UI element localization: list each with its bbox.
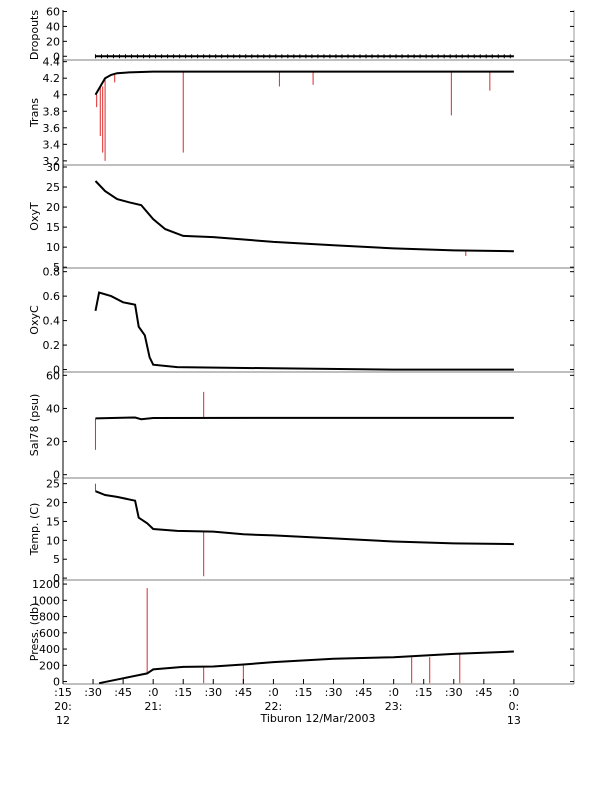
y-tick-label: 40 bbox=[46, 402, 60, 415]
y-axis-title: OxyT bbox=[28, 202, 41, 231]
x-tick-label: 13 bbox=[507, 714, 521, 727]
x-tick-label: 23: bbox=[385, 700, 403, 713]
y-tick-label: 20 bbox=[46, 436, 60, 449]
panel-7: 0 200 400 600 800 1000 1200 Press. (db) bbox=[28, 578, 575, 689]
y-axis-title: Press. (db) bbox=[28, 603, 41, 662]
y-axis-title: OxyC bbox=[28, 305, 41, 335]
y-tick-label: 40 bbox=[46, 20, 60, 33]
y-tick-label: 3.8 bbox=[43, 105, 61, 118]
panel-4: 0 0.2 0.4 0.6 0.8 OxyC bbox=[28, 266, 575, 377]
y-tick-label: 1200 bbox=[32, 578, 60, 591]
panel-3: 5 10 15 20 25 30 OxyT bbox=[28, 161, 575, 274]
y-tick-label: 60 bbox=[46, 5, 60, 18]
y-tick-label: 4.2 bbox=[43, 72, 61, 85]
y-tick-label: 5 bbox=[53, 553, 60, 566]
x-tick-label: :30 bbox=[84, 686, 102, 699]
series-line bbox=[94, 70, 514, 96]
y-tick-label: 0.8 bbox=[43, 266, 61, 279]
y-tick-label: 200 bbox=[39, 659, 60, 672]
y-tick-label: 1000 bbox=[32, 594, 60, 607]
y-tick-label: 0 bbox=[53, 676, 60, 689]
y-tick-label: 0 bbox=[53, 50, 60, 63]
y-tick-label: 3.2 bbox=[43, 155, 61, 168]
x-tick-label: :30 bbox=[204, 686, 222, 699]
y-tick-label: 0.2 bbox=[43, 339, 61, 352]
y-tick-label: 30 bbox=[46, 161, 60, 174]
x-tick-label: :0 bbox=[148, 686, 159, 699]
y-tick-label: 60 bbox=[46, 369, 60, 382]
x-tick-label: :15 bbox=[295, 686, 313, 699]
x-tick-label: :45 bbox=[114, 686, 132, 699]
series-line bbox=[94, 291, 514, 371]
x-tick-label: 0: bbox=[509, 700, 520, 713]
y-tick-label: 0 bbox=[53, 469, 60, 482]
y-tick-label: 3.6 bbox=[43, 122, 61, 135]
y-tick-label: 10 bbox=[46, 534, 60, 547]
y-tick-label: 0.4 bbox=[43, 315, 61, 328]
y-tick-label: 0 bbox=[53, 364, 60, 377]
series-line bbox=[94, 180, 514, 253]
x-tick-label: :15 bbox=[415, 686, 433, 699]
x-tick-label: :45 bbox=[355, 686, 373, 699]
y-axis-title: Sal78 (psu) bbox=[28, 394, 41, 457]
y-tick-label: 4.4 bbox=[43, 56, 61, 69]
series-line bbox=[95, 490, 514, 546]
y-tick-label: 20 bbox=[46, 201, 60, 214]
panels: 0 20 40 60 Dropouts 3.2 3.4 3.6 3.8 4 4.2 4.4 Trans 5… bbox=[28, 5, 575, 689]
y-tick-label: 20 bbox=[46, 35, 60, 48]
footer-caption: Tiburon 12/Mar/2003 bbox=[259, 712, 375, 725]
y-tick-label: 15 bbox=[46, 221, 60, 234]
x-tick-label: 22: bbox=[265, 700, 283, 713]
panel-1: 0 20 40 60 Dropouts bbox=[28, 5, 575, 63]
panel-5: 0 20 40 60 Sal78 (psu) bbox=[28, 369, 575, 482]
x-tick-label: 20: bbox=[54, 700, 72, 713]
y-tick-label: 4 bbox=[53, 89, 60, 102]
y-tick-label: 25 bbox=[46, 478, 60, 491]
y-tick-label: 800 bbox=[39, 611, 60, 624]
x-tick-label: :0 bbox=[509, 686, 520, 699]
x-tick-label: :0 bbox=[388, 686, 399, 699]
x-tick-label: :15 bbox=[54, 686, 72, 699]
y-axis-title: Dropouts bbox=[28, 10, 41, 60]
panel-2: 3.2 3.4 3.6 3.8 4 4.2 4.4 Trans bbox=[28, 56, 575, 168]
y-axis-title: Trans bbox=[28, 98, 41, 128]
x-tick-label: :30 bbox=[445, 686, 463, 699]
x-tick-label: 21: bbox=[144, 700, 162, 713]
panel-6: 0 5 10 15 20 25 Temp. (C) bbox=[28, 478, 575, 585]
time-axis: :1520:12:30:45:021::15:30:45:022::15:30:… bbox=[54, 679, 521, 727]
series-line bbox=[98, 650, 514, 685]
y-tick-label: 0.6 bbox=[43, 290, 61, 303]
y-tick-label: 25 bbox=[46, 181, 60, 194]
series-line bbox=[95, 416, 514, 421]
y-tick-label: 15 bbox=[46, 515, 60, 528]
y-tick-label: 400 bbox=[39, 643, 60, 656]
x-tick-label: 12 bbox=[56, 714, 70, 727]
y-tick-label: 0 bbox=[53, 572, 60, 585]
y-tick-label: 20 bbox=[46, 497, 60, 510]
y-tick-label: 3.4 bbox=[43, 138, 61, 151]
x-tick-label: :45 bbox=[235, 686, 253, 699]
x-tick-label: :0 bbox=[268, 686, 279, 699]
y-tick-label: 600 bbox=[39, 627, 60, 640]
y-tick-label: 5 bbox=[53, 261, 60, 274]
y-axis-title: Temp. (C) bbox=[28, 503, 41, 557]
y-tick-label: 10 bbox=[46, 241, 60, 254]
x-tick-label: :30 bbox=[325, 686, 343, 699]
x-tick-label: :15 bbox=[174, 686, 192, 699]
x-tick-label: :45 bbox=[475, 686, 493, 699]
